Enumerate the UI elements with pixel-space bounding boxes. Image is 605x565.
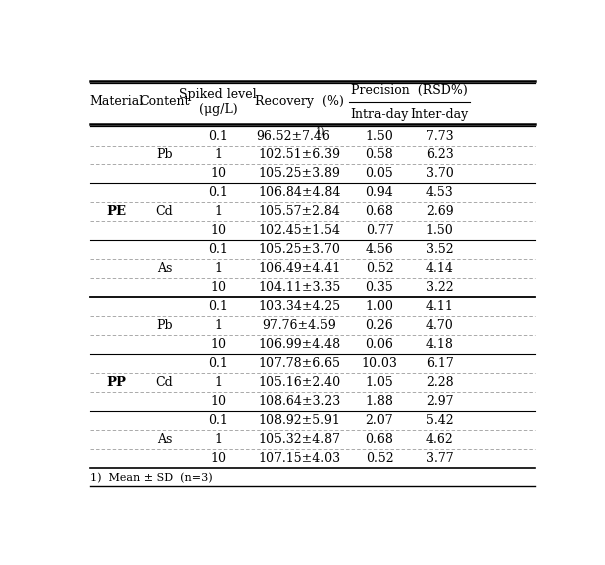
Text: 1: 1 [214, 149, 222, 162]
Text: 107.78±6.65: 107.78±6.65 [258, 357, 340, 370]
Text: 102.45±1.54: 102.45±1.54 [258, 224, 340, 237]
Text: 0.94: 0.94 [365, 186, 393, 199]
Text: 4.70: 4.70 [426, 319, 454, 332]
Text: 1: 1 [214, 319, 222, 332]
Text: 3.70: 3.70 [426, 167, 454, 180]
Text: 0.68: 0.68 [365, 433, 393, 446]
Text: 1.50: 1.50 [365, 129, 393, 142]
Text: 3.52: 3.52 [426, 244, 453, 257]
Text: 10.03: 10.03 [362, 357, 397, 370]
Text: 1: 1 [214, 206, 222, 219]
Text: Precision  (RSD%): Precision (RSD%) [351, 84, 468, 97]
Text: 1.50: 1.50 [426, 224, 454, 237]
Text: 5.42: 5.42 [426, 414, 453, 427]
Text: 2.97: 2.97 [426, 395, 453, 408]
Text: 0.1: 0.1 [208, 186, 228, 199]
Text: 6.23: 6.23 [426, 149, 454, 162]
Text: 103.34±4.25: 103.34±4.25 [258, 300, 341, 313]
Text: 1): 1) [316, 126, 325, 135]
Text: Intra-day: Intra-day [350, 108, 408, 121]
Text: Pb: Pb [156, 319, 173, 332]
Text: PP: PP [106, 376, 126, 389]
Text: 105.32±4.87: 105.32±4.87 [258, 433, 340, 446]
Text: 105.16±2.40: 105.16±2.40 [258, 376, 341, 389]
Text: 4.62: 4.62 [426, 433, 454, 446]
Text: 108.64±3.23: 108.64±3.23 [258, 395, 341, 408]
Text: 1.05: 1.05 [365, 376, 393, 389]
Text: Pb: Pb [156, 149, 173, 162]
Text: 7.73: 7.73 [426, 129, 453, 142]
Text: 10: 10 [210, 452, 226, 465]
Text: 107.15±4.03: 107.15±4.03 [258, 452, 341, 465]
Text: 3.22: 3.22 [426, 281, 453, 294]
Text: 4.56: 4.56 [365, 244, 393, 257]
Text: 10: 10 [210, 167, 226, 180]
Text: 4.53: 4.53 [426, 186, 454, 199]
Text: As: As [157, 262, 172, 275]
Text: 10: 10 [210, 338, 226, 351]
Text: 105.57±2.84: 105.57±2.84 [258, 206, 340, 219]
Text: Content: Content [139, 95, 190, 108]
Text: 3.77: 3.77 [426, 452, 453, 465]
Text: 1: 1 [214, 376, 222, 389]
Text: 0.1: 0.1 [208, 300, 228, 313]
Text: 6.17: 6.17 [426, 357, 454, 370]
Text: 1.00: 1.00 [365, 300, 393, 313]
Text: 4.11: 4.11 [426, 300, 454, 313]
Text: 0.68: 0.68 [365, 206, 393, 219]
Text: 106.84±4.84: 106.84±4.84 [258, 186, 341, 199]
Text: 0.77: 0.77 [365, 224, 393, 237]
Text: 108.92±5.91: 108.92±5.91 [258, 414, 340, 427]
Text: Inter-day: Inter-day [410, 108, 469, 121]
Text: 106.99±4.48: 106.99±4.48 [258, 338, 341, 351]
Text: Material: Material [89, 95, 143, 108]
Text: 97.76±4.59: 97.76±4.59 [263, 319, 336, 332]
Text: 104.11±3.35: 104.11±3.35 [258, 281, 341, 294]
Text: 1: 1 [214, 262, 222, 275]
Text: 106.49±4.41: 106.49±4.41 [258, 262, 341, 275]
Text: 0.05: 0.05 [365, 167, 393, 180]
Text: 0.1: 0.1 [208, 357, 228, 370]
Text: 4.18: 4.18 [426, 338, 454, 351]
Text: 10: 10 [210, 395, 226, 408]
Text: 0.06: 0.06 [365, 338, 393, 351]
Text: 96.52±7.46: 96.52±7.46 [257, 129, 330, 142]
Text: 1.88: 1.88 [365, 395, 393, 408]
Text: 0.35: 0.35 [365, 281, 393, 294]
Text: 1: 1 [214, 433, 222, 446]
Text: 0.52: 0.52 [365, 262, 393, 275]
Text: 2.69: 2.69 [426, 206, 453, 219]
Text: PE: PE [106, 206, 126, 219]
Text: 105.25±3.89: 105.25±3.89 [258, 167, 340, 180]
Text: 2.28: 2.28 [426, 376, 453, 389]
Text: 102.51±6.39: 102.51±6.39 [258, 149, 340, 162]
Text: 0.52: 0.52 [365, 452, 393, 465]
Text: As: As [157, 433, 172, 446]
Text: 4.14: 4.14 [426, 262, 454, 275]
Text: 0.1: 0.1 [208, 129, 228, 142]
Text: 0.26: 0.26 [365, 319, 393, 332]
Text: Cd: Cd [155, 206, 174, 219]
Text: 0.1: 0.1 [208, 244, 228, 257]
Text: 2.07: 2.07 [365, 414, 393, 427]
Text: Cd: Cd [155, 376, 174, 389]
Text: 0.1: 0.1 [208, 414, 228, 427]
Text: Spiked level
(μg/L): Spiked level (μg/L) [179, 88, 257, 116]
Text: 0.58: 0.58 [365, 149, 393, 162]
Text: 105.25±3.70: 105.25±3.70 [258, 244, 340, 257]
Text: 10: 10 [210, 281, 226, 294]
Text: Recovery  (%): Recovery (%) [255, 95, 344, 108]
Text: 10: 10 [210, 224, 226, 237]
Text: 1)  Mean ± SD  (n=3): 1) Mean ± SD (n=3) [90, 472, 212, 483]
